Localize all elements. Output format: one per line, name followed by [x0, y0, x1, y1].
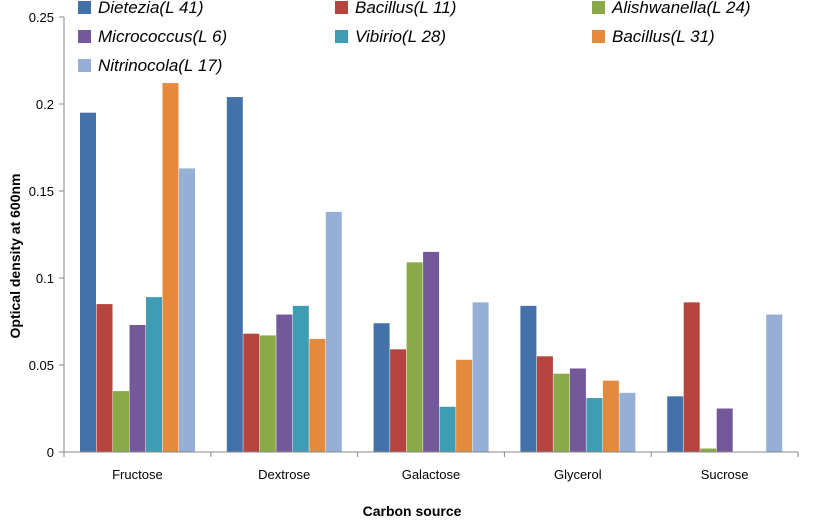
legend: Dietezia(L 41) Bacillus(L 11) Alishwanella… — [78, 0, 751, 75]
y-axis-title: Optical density at 600nm — [7, 174, 23, 339]
bars — [80, 83, 783, 453]
x-tick-label: Galactose — [402, 467, 461, 482]
y-tick-label: 0.1 — [36, 271, 54, 286]
bar-galactose-series-7 — [472, 302, 489, 452]
y-tick-label: 0.15 — [29, 184, 54, 199]
legend-label: Dietezia(L 41) — [98, 0, 204, 17]
legend-swatch — [335, 30, 348, 43]
bar-fructose-series-7 — [179, 168, 195, 452]
legend-swatch — [592, 30, 605, 43]
bar-sucrose-series-3 — [700, 448, 717, 452]
bar-sucrose-series-1 — [667, 396, 684, 452]
y-tick-label: 0.05 — [29, 358, 54, 373]
bar-glycerol-series-7 — [619, 392, 636, 452]
bar-dextrose-series-2 — [243, 333, 260, 452]
bar-galactose-series-6 — [456, 359, 473, 452]
bar-galactose-series-2 — [390, 349, 407, 452]
bar-galactose-series-4 — [423, 251, 440, 452]
bar-dextrose-series-3 — [259, 335, 276, 452]
legend-swatch — [78, 30, 91, 43]
legend-label: Bacillus(L 31) — [612, 27, 715, 46]
legend-label: Vibirio(L 28) — [355, 27, 446, 46]
y-tick-label: 0 — [47, 445, 54, 460]
bar-fructose-series-3 — [113, 391, 129, 452]
legend-swatch — [592, 1, 605, 14]
legend-swatch — [78, 1, 91, 14]
bar-galactose-series-1 — [373, 323, 390, 452]
bar-glycerol-series-2 — [536, 356, 553, 452]
x-tick-label: Glycerol — [554, 467, 602, 482]
bar-fructose-series-4 — [129, 324, 146, 452]
x-axis-title: Carbon source — [363, 503, 462, 519]
legend-swatch — [78, 59, 91, 72]
bar-fructose-series-5 — [146, 297, 162, 452]
bar-glycerol-series-5 — [586, 398, 603, 452]
x-tick-label: Fructose — [112, 467, 163, 482]
legend-swatch — [335, 1, 348, 14]
legend-label: Bacillus(L 11) — [355, 0, 456, 17]
bar-glycerol-series-4 — [569, 368, 586, 452]
y-axis: 0 0.05 0.1 0.15 0.2 0.25 — [29, 10, 65, 460]
y-tick-label: 0.2 — [36, 97, 54, 112]
bar-sucrose-series-4 — [716, 408, 733, 452]
bar-sucrose-series-7 — [766, 314, 783, 452]
legend-label: Alishwanella(L 24) — [611, 0, 751, 17]
y-tick-label: 0.25 — [29, 10, 54, 25]
bar-sucrose-series-2 — [683, 302, 700, 452]
legend-label: Nitrinocola(L 17) — [98, 56, 222, 75]
bar-glycerol-series-6 — [602, 380, 619, 452]
x-tick-label: Sucrose — [701, 467, 749, 482]
bar-galactose-series-3 — [406, 262, 423, 452]
x-axis: Fructose Dextrose Galactose Glycerol Sucrose — [63, 451, 799, 482]
legend-label: Micrococcus(L 6) — [98, 27, 227, 46]
bar-galactose-series-5 — [439, 406, 456, 452]
bar-dextrose-series-1 — [226, 97, 243, 452]
bar-dextrose-series-5 — [292, 305, 309, 452]
x-tick-label: Dextrose — [258, 467, 310, 482]
bar-fructose-series-2 — [96, 304, 113, 452]
bar-dextrose-series-7 — [325, 211, 342, 452]
bar-fructose-series-1 — [80, 112, 96, 452]
bar-glycerol-series-3 — [553, 373, 570, 452]
bar-dextrose-series-6 — [309, 338, 326, 452]
bar-glycerol-series-1 — [520, 305, 537, 452]
bar-fructose-series-6 — [162, 83, 179, 453]
bar-dextrose-series-4 — [276, 314, 293, 452]
